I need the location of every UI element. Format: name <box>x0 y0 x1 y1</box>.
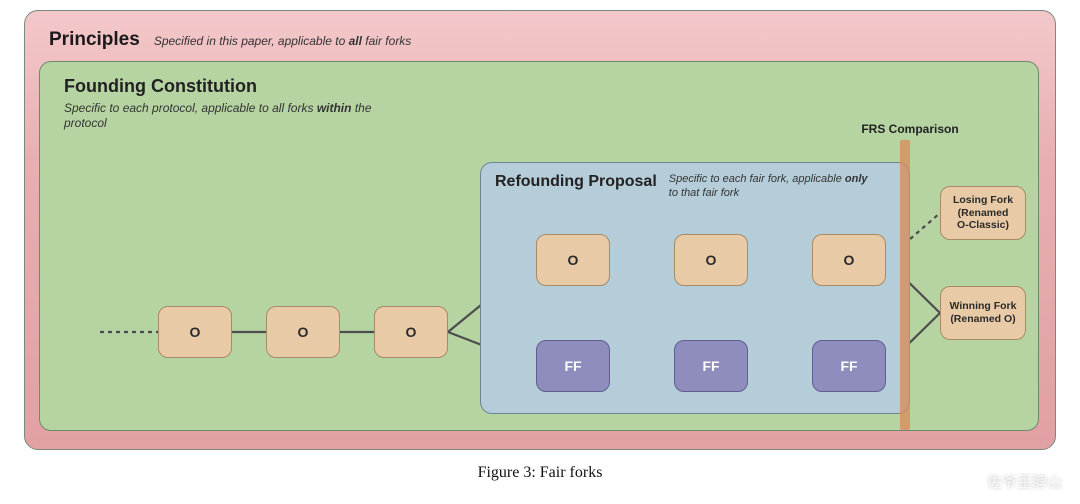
principles-subtitle: Specified in this paper, applicable to a… <box>154 34 411 48</box>
founding-constitution-panel: Founding Constitution Specific to each p… <box>39 61 1039 431</box>
refounding-subtitle: Specific to each fair fork, applicable o… <box>669 173 879 201</box>
principles-title: Principles <box>49 29 140 51</box>
figure-caption: Figure 3: Fair forks <box>0 464 1080 482</box>
watermark-text: 佐爷歪脖山 <box>987 471 1062 492</box>
ff-block: FF <box>674 340 748 392</box>
principles-header: Principles Specified in this paper, appl… <box>49 29 1041 51</box>
o-block: O <box>266 306 340 358</box>
o-block: O <box>158 306 232 358</box>
frs-comparison-bar <box>900 140 910 430</box>
refounding-title: Refounding Proposal <box>495 173 657 191</box>
refounding-header: Refounding Proposal Specific to each fai… <box>495 173 895 201</box>
winning-fork-block: Winning Fork(Renamed O) <box>940 286 1026 340</box>
founding-subtitle: Specific to each protocol, applicable to… <box>64 101 404 131</box>
principles-panel: Principles Specified in this paper, appl… <box>24 10 1056 450</box>
o-block: O <box>674 234 748 286</box>
ff-block: FF <box>812 340 886 392</box>
wechat-icon <box>963 473 981 491</box>
founding-title: Founding Constitution <box>64 76 1022 97</box>
o-block: O <box>536 234 610 286</box>
o-block: O <box>374 306 448 358</box>
ff-block: FF <box>536 340 610 392</box>
watermark: 佐爷歪脖山 <box>963 471 1062 492</box>
o-block: O <box>812 234 886 286</box>
frs-comparison-label: FRS Comparison <box>850 122 970 136</box>
losing-fork-block: Losing Fork(RenamedO-Classic) <box>940 186 1026 240</box>
